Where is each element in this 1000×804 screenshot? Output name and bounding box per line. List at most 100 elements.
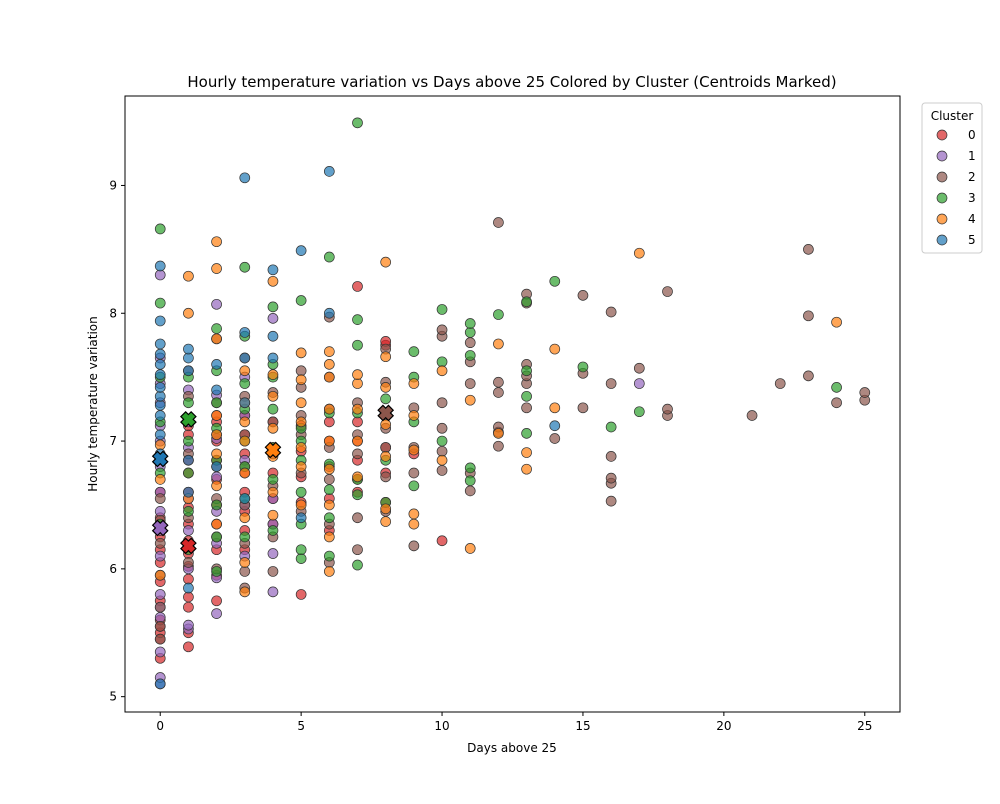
point-cluster-2 [521,402,532,414]
point-cluster-5 [154,348,166,360]
point-cluster-3 [295,295,307,306]
point-cluster-2 [605,378,617,389]
point-cluster-0 [211,595,222,607]
point-cluster-2 [154,493,166,504]
point-cluster-2 [605,306,617,318]
point-cluster-4 [380,516,392,527]
point-cluster-2 [352,544,363,556]
point-cluster-5 [154,678,166,690]
point-cluster-3 [352,314,363,325]
point-cluster-2 [380,471,392,483]
point-cluster-2 [154,633,166,645]
point-cluster-5 [154,359,166,370]
point-cluster-3 [521,390,532,402]
point-cluster-3 [436,304,448,315]
legend-marker-2 [936,171,948,183]
point-cluster-4 [323,403,335,415]
point-cluster-2 [662,286,673,297]
point-cluster-3 [295,486,307,498]
point-cluster-3 [549,275,561,287]
point-cluster-4 [295,374,307,386]
point-cluster-2 [436,397,448,409]
legend-label-4: 4 [968,212,976,226]
point-cluster-3 [267,301,279,313]
point-cluster-2 [493,217,504,228]
centroid-cluster-0 [180,537,197,555]
point-cluster-3 [183,435,194,447]
point-cluster-2 [436,445,448,457]
point-cluster-4 [436,454,448,466]
plot-frame [124,95,901,713]
point-cluster-4 [464,394,476,406]
point-cluster-5 [154,338,166,350]
centroid-cluster-3 [180,410,197,428]
point-cluster-4 [352,378,363,389]
point-cluster-3 [323,512,335,524]
point-cluster-5 [183,486,194,498]
point-cluster-3 [211,531,222,543]
point-cluster-2 [831,397,842,409]
point-cluster-3 [352,559,363,571]
point-cluster-3 [352,489,363,501]
point-cluster-0 [295,589,307,600]
point-cluster-4 [380,351,392,363]
point-cluster-4 [211,518,222,530]
point-cluster-4 [295,499,307,511]
point-cluster-3 [323,550,335,562]
point-cluster-3 [605,421,617,433]
legend-label-3: 3 [968,191,976,205]
point-cluster-5 [323,166,335,177]
point-cluster-4 [464,543,476,554]
y-tick-label: 5 [109,690,117,704]
point-cluster-0 [352,416,363,428]
legend-label-2: 2 [968,170,976,184]
point-cluster-3 [408,480,420,492]
point-cluster-4 [408,518,420,530]
point-cluster-2 [154,537,166,549]
point-cluster-4 [239,586,251,598]
point-cluster-5 [267,352,279,364]
point-cluster-1 [633,378,645,389]
point-cluster-3 [267,403,279,415]
point-cluster-4 [352,435,363,447]
point-cluster-5 [295,512,307,524]
centroid-cluster-5 [151,450,169,468]
point-cluster-3 [211,566,222,577]
point-cluster-4 [267,275,279,287]
point-cluster-3 [521,428,532,439]
point-cluster-2 [774,378,786,389]
point-cluster-2 [662,403,673,415]
point-cluster-3 [295,553,307,564]
point-cluster-3 [239,261,251,273]
point-cluster-4 [380,419,392,430]
point-cluster-4 [295,347,307,359]
point-cluster-4 [408,378,420,389]
legend-marker-3 [936,192,948,204]
point-cluster-2 [380,442,392,453]
point-cluster-4 [323,566,335,577]
point-cluster-3 [464,475,476,487]
point-cluster-5 [154,429,166,441]
legend-marker-5 [936,234,948,246]
point-cluster-3 [183,467,194,479]
point-cluster-4 [211,333,222,345]
point-cluster-4 [633,247,645,259]
point-cluster-4 [408,508,420,520]
legend-items: 0 1 2 3 4 5 [936,128,976,247]
point-cluster-3 [464,462,476,474]
point-cluster-4 [239,557,251,568]
point-cluster-2 [803,310,814,322]
point-cluster-3 [183,506,194,517]
legend-label-1: 1 [968,149,976,163]
point-cluster-4 [380,451,392,462]
point-cluster-2 [352,512,363,524]
point-cluster-4 [295,416,307,428]
point-cluster-2 [605,451,617,462]
point-cluster-0 [352,281,363,292]
legend-box [921,102,983,254]
point-cluster-4 [380,382,392,393]
point-cluster-5 [211,359,222,370]
point-cluster-4 [267,509,279,521]
